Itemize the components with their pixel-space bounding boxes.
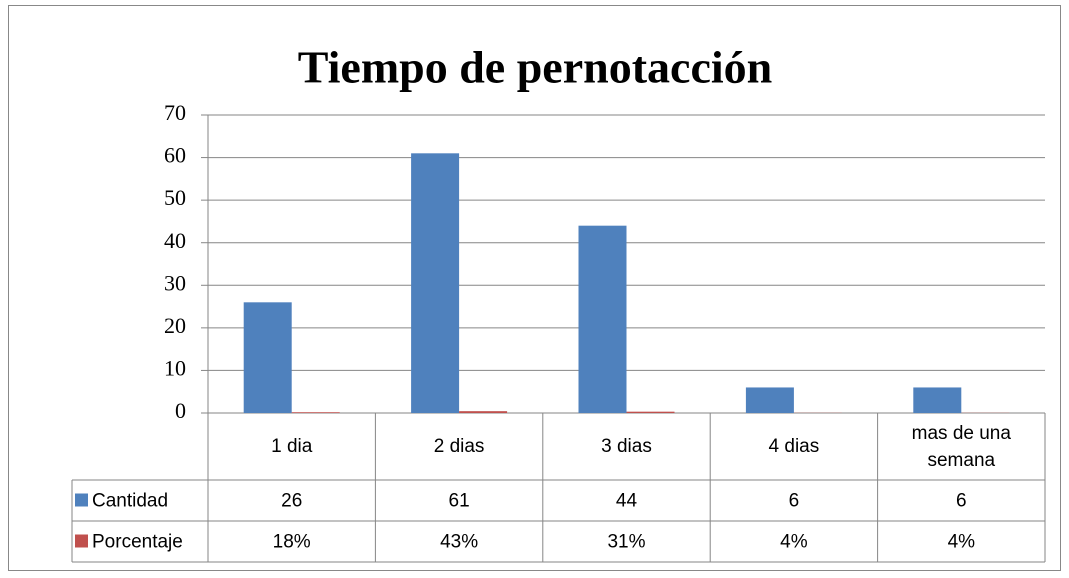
table-value: 31% (607, 532, 645, 553)
table-value: 61 (449, 491, 470, 512)
x-tick-label: mas de una semana (911, 422, 1011, 471)
y-tick-label: 40 (164, 228, 186, 253)
bar (578, 225, 627, 413)
table-value: 44 (616, 491, 638, 512)
bar (913, 387, 962, 413)
table-value: 4% (780, 532, 808, 553)
y-tick-label: 70 (164, 100, 186, 125)
y-tick-label: 10 (164, 355, 186, 380)
table-value: 6 (789, 491, 800, 512)
bar (745, 387, 794, 413)
bar (291, 412, 340, 413)
table-value: 43% (440, 532, 478, 553)
y-tick-label: 60 (164, 143, 186, 168)
legend-label: Cantidad (92, 491, 168, 512)
y-tick-label: 50 (164, 185, 186, 210)
chart-frame (8, 5, 1061, 571)
table-value: 26 (281, 491, 302, 512)
x-tick-label: 3 dias (601, 436, 652, 457)
bar (411, 153, 460, 414)
x-tick-label: 1 dia (271, 436, 313, 457)
bar (243, 302, 292, 413)
bar (459, 411, 508, 413)
legend-swatch (75, 493, 88, 507)
legend-label: Porcentaje (92, 532, 183, 553)
y-tick-label: 30 (164, 270, 186, 295)
chart-title: Tiempo de pernotacción (298, 42, 772, 93)
table-value: 18% (273, 532, 311, 553)
table-value: 6 (956, 491, 967, 512)
table-value: 4% (948, 532, 976, 553)
bar (626, 411, 675, 413)
y-tick-label: 0 (175, 398, 186, 423)
x-tick-label: 2 dias (433, 436, 485, 457)
x-tick-label: 4 dias (768, 436, 820, 457)
legend-swatch (75, 534, 88, 548)
y-tick-label: 20 (164, 313, 186, 338)
